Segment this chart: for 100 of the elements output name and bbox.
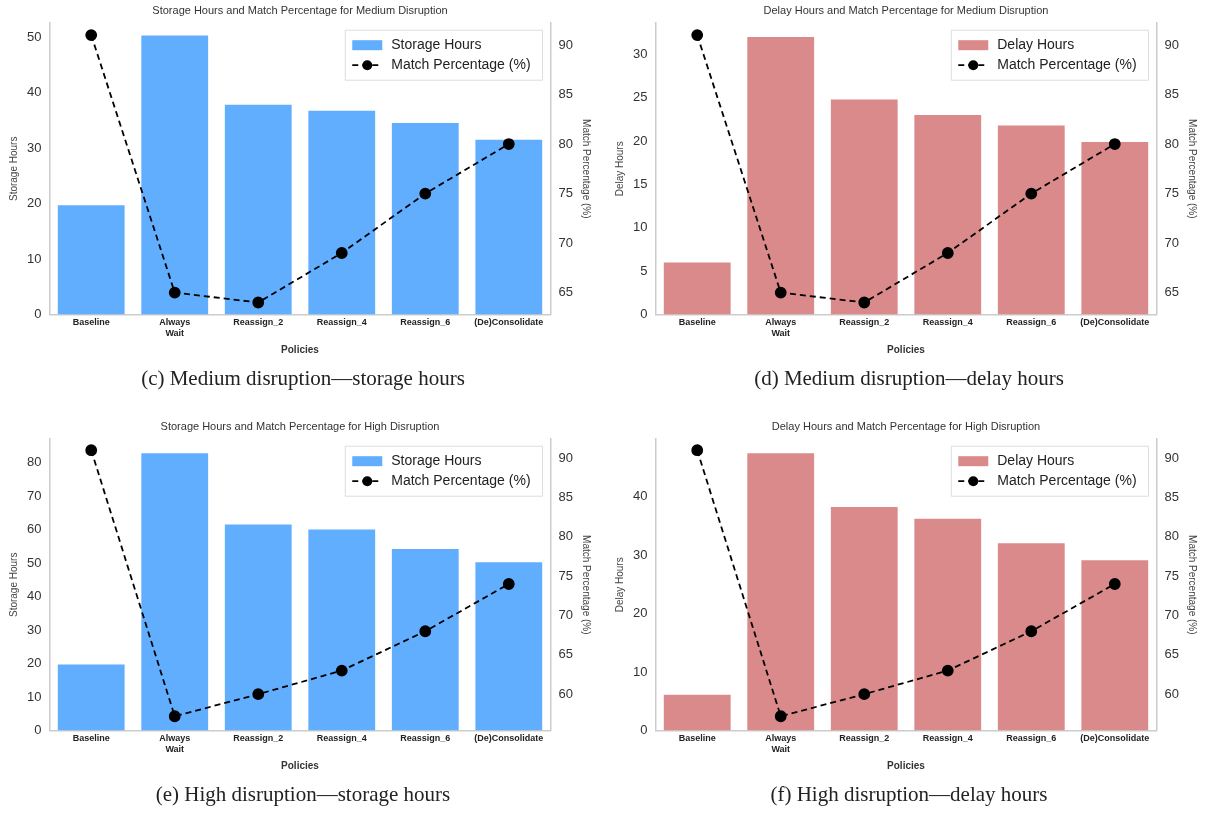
legend-label: Match Percentage (%) [391,56,531,73]
point [168,710,181,723]
x-tick-label: Always Wait [159,733,191,755]
bar [57,205,125,315]
x-tick-label: (De)Consolidate [474,317,544,328]
point [85,29,98,41]
legend-label: Delay Hours [997,36,1075,53]
bar [914,115,982,315]
chart-title: Storage Hours and Match Percentage for High Disruption [160,419,440,432]
bar [663,262,731,315]
y-tick-label: 10 [632,663,648,679]
y-tick-label: 0 [640,721,648,737]
x-tick-label: (De)Consolidate [1080,733,1150,744]
text: (d) Medium disruption—delay hours [753,366,1065,391]
bar [391,548,459,731]
x-tick-label: Always Wait [159,317,191,339]
x-tick-label: Always Wait [765,317,797,339]
chart-title: Delay Hours and Match Percentage for Medium Disruption [763,3,1049,16]
point [419,187,432,200]
y2-tick-label: 85 [1164,86,1180,102]
y2-tick-label: 75 [1164,185,1180,201]
x-axis-title: Policies [281,759,320,771]
y2-tick-label: 90 [1164,36,1180,52]
y2-tick-label: 80 [558,528,574,544]
y-tick-label: 10 [26,688,42,704]
point [858,296,871,309]
y-tick-label: 80 [26,454,42,470]
y-axis-title: Storage Hours [7,552,19,618]
chart-title: Delay Hours and Match Percentage for High Disruption [771,419,1041,432]
bar [475,139,543,315]
x-axis-title: Policies [281,343,320,355]
point [774,710,787,723]
point [252,296,265,309]
point [502,138,515,150]
bar [224,524,292,731]
x-tick-label: Reassign_2 [839,317,890,328]
bar [1081,141,1149,315]
point [1108,578,1121,590]
y-tick-label: 30 [632,45,648,61]
y-tick-label: 20 [26,195,42,211]
x-tick-label: Reassign_4 [922,733,973,744]
x-tick-label: Reassign_2 [233,733,284,744]
point [774,286,787,299]
bar [747,453,815,731]
x-tick-label: Reassign_6 [400,733,451,744]
bar [830,507,898,731]
point [168,286,181,299]
y-tick-label: 5 [640,262,648,278]
bar [1081,560,1149,731]
y2-tick-label: 70 [1164,234,1180,250]
y2-tick-label: 85 [1164,489,1180,505]
x-tick-label: Reassign_4 [316,733,367,744]
legend-label: Delay Hours [997,452,1075,469]
bar [475,562,543,731]
y2-tick-label: 90 [558,36,574,52]
y2-tick-label: 70 [558,607,574,623]
y2-tick-label: 75 [558,185,574,201]
x-axis-title: Policies [887,343,926,355]
point [419,625,432,638]
y2-tick-label: 70 [1164,607,1180,623]
point [335,247,348,259]
chart-title: Storage Hours and Match Percentage for Medium Disruption [152,3,448,16]
y-axis-title: Delay Hours [613,557,625,613]
y2-axis-title: Match Percentage (%) [581,119,593,219]
y2-tick-label: 70 [558,234,574,250]
bar [830,99,898,315]
y-tick-label: 60 [26,521,42,537]
x-tick-label: Reassign_6 [1006,733,1057,744]
x-tick-label: (De)Consolidate [474,733,544,744]
y-tick-label: 30 [26,139,42,155]
y2-tick-label: 85 [558,489,574,505]
x-tick-label: Reassign_6 [1006,317,1057,328]
point [691,29,704,41]
x-tick-label: Baseline [72,733,110,744]
legend-label: Match Percentage (%) [391,472,531,489]
y2-tick-label: 75 [558,567,574,583]
y-tick-label: 15 [632,175,648,191]
y-tick-label: 40 [26,588,42,604]
point [691,444,704,457]
y-axis-title: Delay Hours [613,141,625,197]
y-tick-label: 50 [26,554,42,570]
y-tick-label: 40 [26,84,42,100]
x-tick-label: (De)Consolidate [1080,317,1150,328]
y2-tick-label: 60 [1164,685,1180,701]
y2-axis-title: Match Percentage (%) [1187,119,1199,219]
x-tick-label: Reassign_4 [922,317,973,328]
bar [141,453,209,731]
legend-label: Storage Hours [391,452,482,469]
y2-tick-label: 65 [1164,284,1180,300]
y2-tick-label: 65 [558,646,574,662]
y2-tick-label: 65 [1164,646,1180,662]
legend-label: Storage Hours [391,36,482,53]
y-tick-label: 50 [26,28,42,44]
bar [747,37,815,315]
y-tick-label: 70 [26,487,42,503]
point [502,578,515,590]
y-tick-label: 20 [632,132,648,148]
x-tick-label: Baseline [72,317,110,328]
point [335,664,348,677]
x-tick-label: Baseline [678,733,716,744]
